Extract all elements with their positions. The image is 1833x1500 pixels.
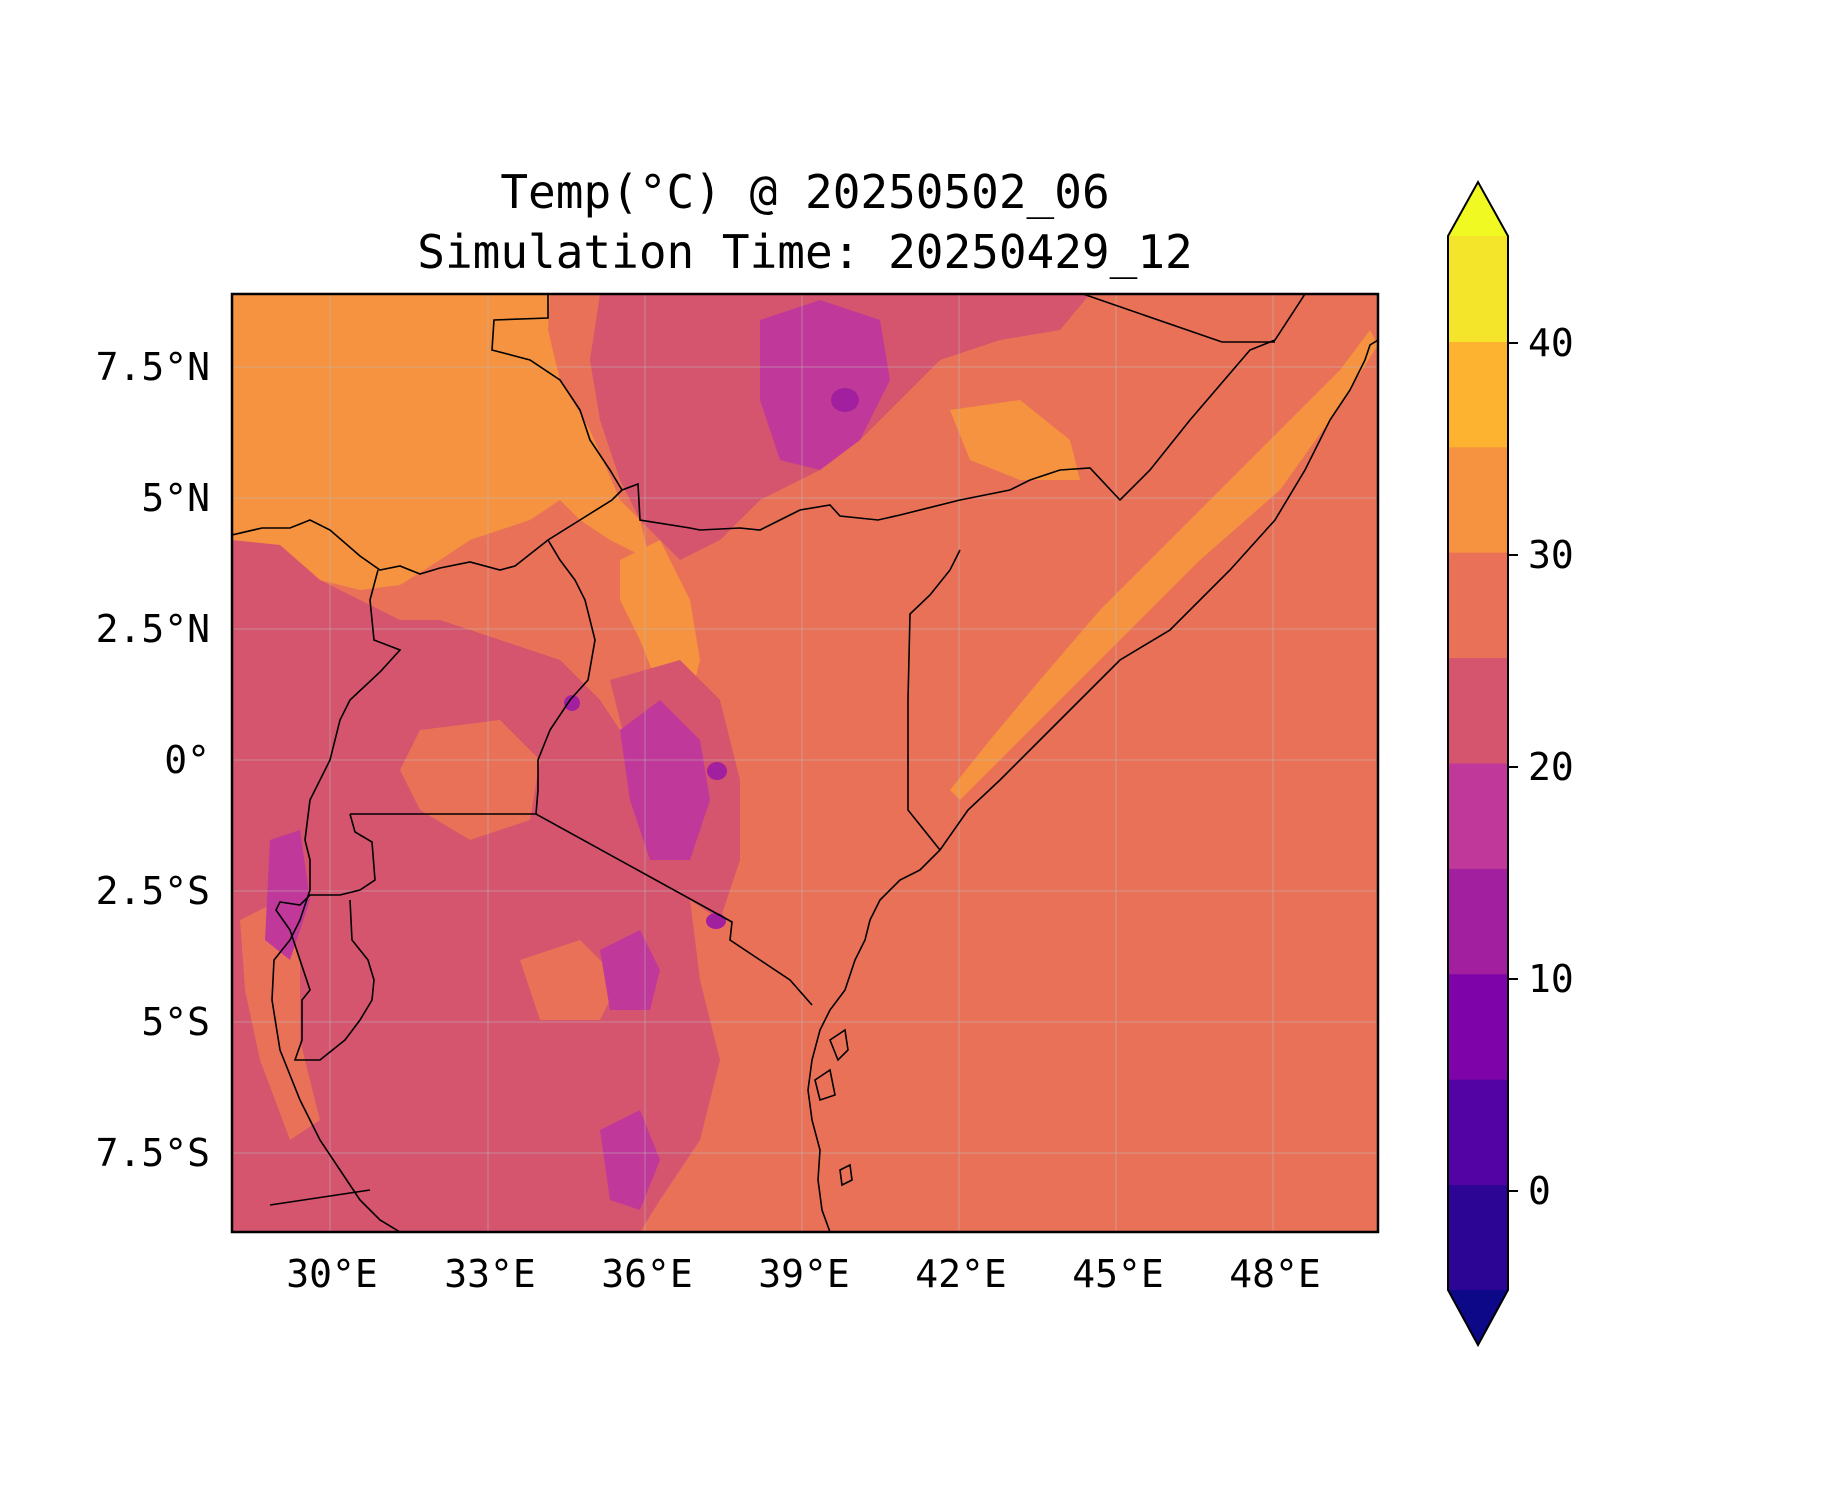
title-line-1: Temp(°C) @ 20250502_06 [500,165,1109,219]
colorbar-band [1448,763,1508,869]
lon-tick-label: 42°E [915,1252,1007,1296]
temp-region-25-30-tanzania-valley [520,940,620,1020]
lat-tick-label: 0° [164,738,210,782]
temp-region-20-25-west [232,540,720,1232]
lon-tick-label: 30°E [286,1252,378,1296]
lon-tick-label: 36°E [601,1252,693,1296]
map-panel [232,294,1378,1232]
colorbar-band [1448,1184,1508,1291]
temp-region-30-35-coast [950,330,1378,800]
temp-peak-kenya [707,762,727,780]
latitude-labels: 7.5°N 5°N 2.5°N 0° 2.5°S 5°S 7.5°S [96,345,210,1175]
country-borders [232,294,1306,1232]
lon-tick-label: 33°E [444,1252,536,1296]
colorbar-band [1448,446,1508,553]
lat-tick-label: 5°S [141,1000,210,1044]
colorbar-tick-label: 30 [1528,533,1574,577]
colorbar-band [1448,973,1508,1080]
longitude-labels: 30°E 33°E 36°E 39°E 42°E 45°E 48°E [286,1252,1321,1296]
map-gridlines [232,294,1378,1232]
colorbar-bands [1448,236,1508,1291]
temp-region-15-20-rwenzori [265,830,310,960]
colorbar-ticks [1508,342,1518,1192]
colorbar-band [1448,236,1508,342]
lat-tick-label: 5°N [141,476,210,520]
colorbar-band [1448,1079,1508,1186]
colorbar-outline [1447,179,1509,1348]
colorbar-band [1448,868,1508,975]
temp-region-25-30-lake-victoria [400,720,540,840]
colorbar-band [1448,552,1508,659]
coastline [807,339,1378,1232]
title-line-2: Simulation Time: 20250429_12 [417,225,1192,279]
temp-peak-elgon [564,695,580,711]
colorbar: 40 30 20 10 0 [1447,179,1574,1348]
lat-tick-label: 7.5°N [96,345,210,389]
temp-region-15-20-ethiopia [760,300,890,470]
colorbar-tick-label: 20 [1528,745,1574,789]
lat-tick-label: 7.5°S [96,1131,210,1175]
colorbar-extend-min [1448,1290,1508,1345]
temp-peak-ethiopia [831,388,859,412]
colorbar-band [1448,657,1508,764]
map-frame [230,292,1380,1234]
lat-tick-label: 2.5°N [96,607,210,651]
colorbar-tick-label: 40 [1528,321,1574,365]
colorbar-tick-label: 0 [1528,1169,1551,1213]
temp-peak-kilimanjaro [706,913,726,929]
temp-region-30-35-north [232,294,650,590]
colorbar-extend-max [1448,182,1508,236]
lon-tick-label: 39°E [758,1252,850,1296]
lon-tick-label: 48°E [1229,1252,1321,1296]
temp-region-30-35-ogaden [950,400,1080,480]
colorbar-band [1448,341,1508,448]
colorbar-tick-label: 10 [1528,957,1574,1001]
lon-tick-label: 45°E [1072,1252,1164,1296]
lat-tick-label: 2.5°S [96,869,210,913]
temp-region-15-20-kenya [620,700,710,860]
